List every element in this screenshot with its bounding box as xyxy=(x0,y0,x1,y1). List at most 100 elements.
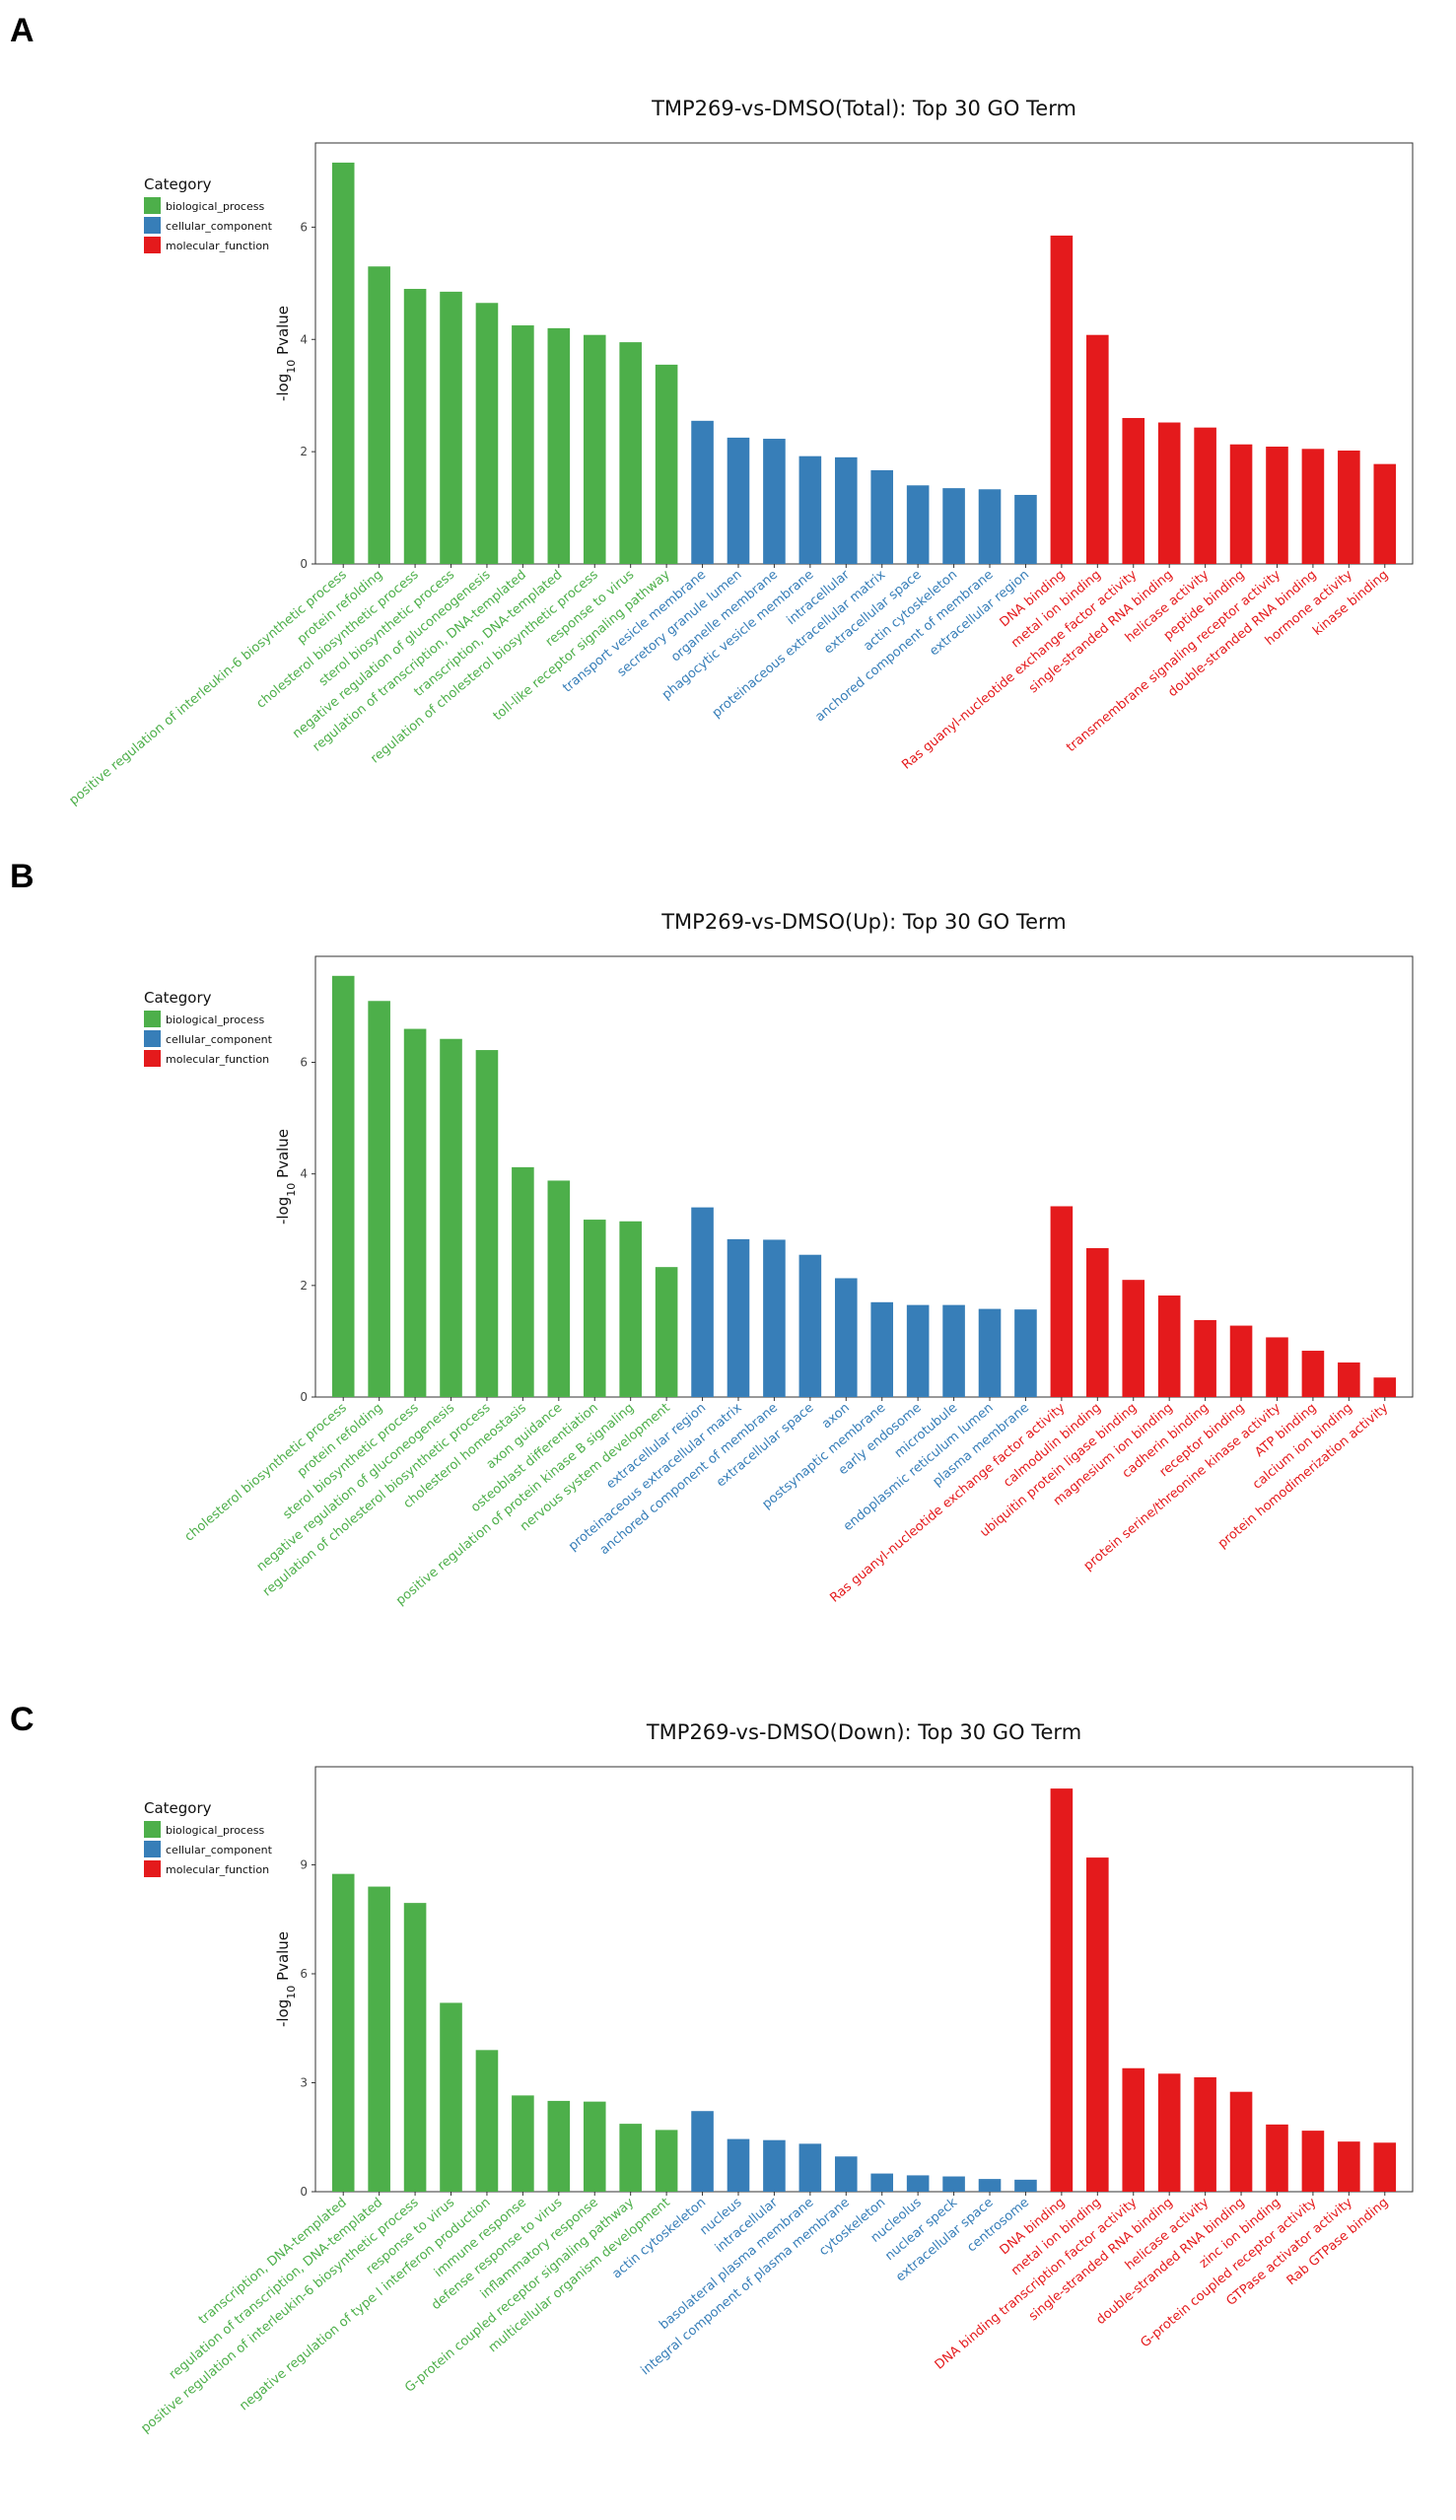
go-bar-chart-up: B TMP269-vs-DMSO(Up): Top 30 GO Term 0 2 4 6 -… xyxy=(10,858,1414,1608)
chart-title: TMP269-vs-DMSO(Up): Top 30 GO Term xyxy=(660,910,1067,934)
legend-swatch-molecular-function xyxy=(144,237,161,253)
bar-extracellular-region xyxy=(691,1207,714,1397)
bar-magnesium-ion-binding xyxy=(1157,1295,1181,1397)
panel-letter: A xyxy=(10,12,35,49)
bar-peptide-binding xyxy=(1229,444,1253,564)
bar-protein-serine-threonine-kinase-activity xyxy=(1266,1337,1288,1397)
panel-letter: C xyxy=(10,1701,35,1738)
bar-immune-response xyxy=(512,2095,534,2192)
bar-actin-cytoskeleton xyxy=(942,488,965,564)
y-tick-label: 9 xyxy=(300,1857,308,1871)
bar-anchored-component-of-membrane xyxy=(763,1239,786,1397)
bar-inflammatory-response xyxy=(583,2101,606,2192)
bar-g-protein-coupled-receptor-activity xyxy=(1301,2131,1325,2192)
bar-extracellular-space xyxy=(798,1254,822,1397)
bar-endoplasmic-reticulum-lumen xyxy=(978,1308,1002,1397)
bar-atp-binding xyxy=(1301,1351,1325,1397)
bar-transmembrane-signaling-receptor-activity xyxy=(1266,447,1288,564)
legend-label-molecular-function: molecular_function xyxy=(166,240,269,252)
bar-ubiquitin-protein-ligase-binding xyxy=(1122,1280,1145,1397)
chart-panel-a: A TMP269-vs-DMSO(Total): Top 30 GO Term 0 2… xyxy=(0,0,1456,808)
bar-organelle-membrane xyxy=(763,439,786,564)
legend-title: Category xyxy=(144,989,212,1007)
legend-label-biological-process: biological_process xyxy=(166,200,264,213)
bar-receptor-binding xyxy=(1229,1325,1253,1397)
bar-phagocytic-vesicle-membrane xyxy=(798,455,822,564)
legend-label-biological-process: biological_process xyxy=(166,1824,264,1837)
bar-cytoskeleton xyxy=(870,2173,894,2192)
x-category-label: positive regulation of interleukin-6 bio… xyxy=(138,2195,421,2436)
bar-multicellular-organism-development xyxy=(655,2130,678,2192)
bar-gtpase-activator-activity xyxy=(1338,2141,1360,2192)
bar-protein-refolding xyxy=(368,266,390,564)
bar-rab-gtpase-binding xyxy=(1373,2142,1397,2192)
bar-intracellular xyxy=(763,2139,786,2192)
bar-dna-binding xyxy=(1050,1788,1074,2192)
bar-dna-binding xyxy=(1050,235,1074,564)
legend: Category biological_process cellular_compo… xyxy=(144,175,273,253)
plot-frame xyxy=(314,955,1414,1398)
bar-regulation-of-cholesterol-biosynthetic-process xyxy=(583,334,606,564)
bar-dna-binding-transcription-factor-activity xyxy=(1122,2067,1145,2192)
bar-metal-ion-binding xyxy=(1086,1857,1109,2192)
bar-toll-like-receptor-signaling-pathway xyxy=(655,364,678,564)
y-axis-label: -log10 Pvalue xyxy=(274,1129,298,1225)
x-category-label: regulation of transcription, DNA-templat… xyxy=(167,2196,385,2383)
x-category-label: positive regulation of interleukin-6 bio… xyxy=(67,567,350,808)
legend-label-biological-process: biological_process xyxy=(166,1014,264,1026)
legend-swatch-cellular-component xyxy=(144,1841,161,1857)
bar-double-stranded-rna-binding xyxy=(1229,2091,1253,2192)
y-tick-label: 4 xyxy=(300,1167,308,1181)
bar-axon xyxy=(834,1278,858,1397)
bar-metal-ion-binding xyxy=(1086,334,1109,564)
bar-positive-regulation-of-protein-kinase-b-signaling xyxy=(619,1221,642,1397)
bar-negative-regulation-of-gluconeogenesis xyxy=(475,303,499,564)
legend-swatch-biological-process xyxy=(144,197,161,214)
bar-centrosome xyxy=(1014,2179,1037,2192)
bar-sterol-biosynthetic-process xyxy=(403,1028,427,1397)
bar-calmodulin-binding xyxy=(1086,1247,1109,1397)
y-tick-label: 6 xyxy=(300,1056,308,1070)
bar-intracellular xyxy=(834,456,858,564)
bar-cholesterol-biosynthetic-process xyxy=(331,975,355,1397)
legend-swatch-cellular-component xyxy=(144,217,161,234)
bar-extracellular-space xyxy=(978,2179,1002,2192)
plot-frame xyxy=(314,1766,1414,2193)
bar-cholesterol-homeostasis xyxy=(512,1166,534,1397)
legend-label-cellular-component: cellular_component xyxy=(166,220,273,233)
bar-protein-refolding xyxy=(368,1001,390,1397)
y-tick-label: 2 xyxy=(300,445,308,458)
y-tick-label: 2 xyxy=(300,1279,308,1293)
legend-label-cellular-component: cellular_component xyxy=(166,1033,273,1046)
legend-swatch-biological-process xyxy=(144,1011,161,1027)
legend: Category biological_process cellular_compo… xyxy=(144,989,273,1067)
bar-plasma-membrane xyxy=(1014,1309,1037,1397)
bar-microtubule xyxy=(942,1304,965,1397)
bar-zinc-ion-binding xyxy=(1266,2124,1288,2192)
bar-transcription-dna-templated xyxy=(331,1873,355,2192)
bar-positive-regulation-of-interleukin-6-biosynthetic-process xyxy=(403,1903,427,2192)
bar-double-stranded-rna-binding xyxy=(1301,449,1325,564)
bar-secretory-granule-lumen xyxy=(727,437,750,564)
y-tick-label: 0 xyxy=(300,557,308,571)
bar-nucleolus xyxy=(906,2175,930,2192)
bar-protein-homodimerization-activity xyxy=(1373,1377,1397,1397)
bar-regulation-of-transcription-dna-templated xyxy=(512,325,534,564)
y-tick-label: 0 xyxy=(300,2185,308,2199)
y-axis-label: -log10 Pvalue xyxy=(274,1931,298,2027)
bar-anchored-component-of-membrane xyxy=(978,489,1002,564)
y-tick-label: 6 xyxy=(300,1967,308,1981)
bar-cadherin-binding xyxy=(1194,1319,1216,1397)
bar-axon-guidance xyxy=(547,1180,571,1397)
legend: Category biological_process cellular_compo… xyxy=(144,1799,273,1877)
legend-label-molecular-function: molecular_function xyxy=(166,1863,269,1876)
bar-nervous-system-development xyxy=(655,1267,678,1397)
bar-extracellular-region xyxy=(1014,494,1037,564)
bar-actin-cytoskeleton xyxy=(691,2111,714,2192)
legend-label-cellular-component: cellular_component xyxy=(166,1844,273,1856)
bar-proteinaceous-extracellular-matrix xyxy=(870,469,894,564)
legend-swatch-molecular-function xyxy=(144,1050,161,1067)
chart-title: TMP269-vs-DMSO(Down): Top 30 GO Term xyxy=(646,1720,1081,1744)
bar-hormone-activity xyxy=(1338,450,1360,564)
legend-label-molecular-function: molecular_function xyxy=(166,1053,269,1066)
